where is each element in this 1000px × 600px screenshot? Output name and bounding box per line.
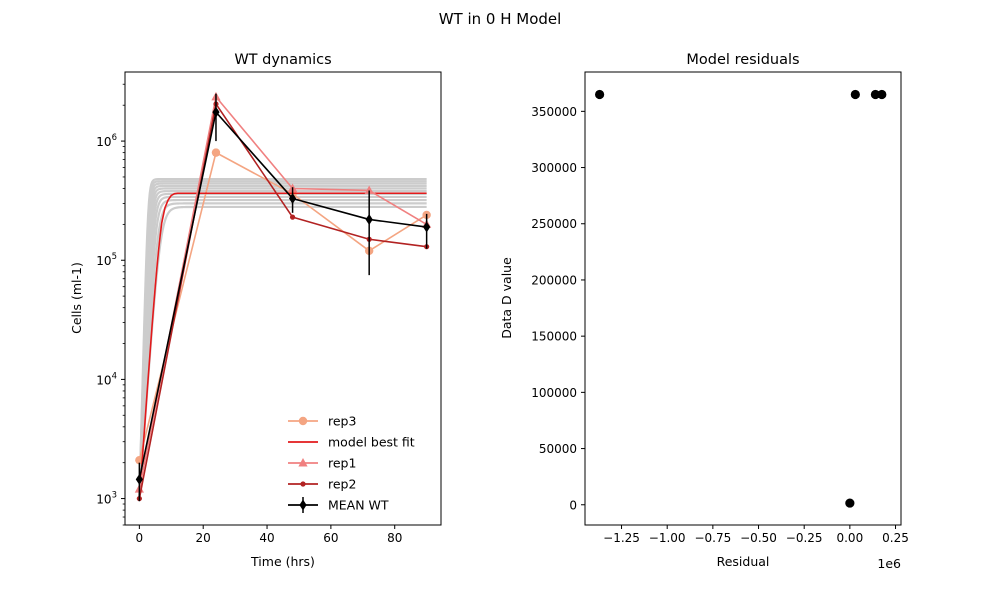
model-ensemble-curve xyxy=(138,202,427,499)
wt-dynamics-title: WT dynamics xyxy=(234,52,331,68)
y-tick-label: 0 xyxy=(569,498,577,512)
model-ensemble-curve xyxy=(138,205,427,499)
model-residuals-ticks: −1.25 −1.00 −0.75 −0.50 −0.25 0.00 0.25 0 50000 1… xyxy=(531,105,909,545)
mean-wt-point xyxy=(423,221,431,233)
model-residuals-title: Model residuals xyxy=(686,52,799,68)
x-tick-label: 60 xyxy=(323,531,338,545)
residual-point xyxy=(877,89,887,100)
rep3-point xyxy=(211,148,221,157)
series-model-best-fit xyxy=(138,192,427,499)
x-tick-label: −0.50 xyxy=(740,531,777,545)
y-tick-label: 100000 xyxy=(531,386,577,400)
x-tick-label: −1.25 xyxy=(603,531,640,545)
y-tick-label: 150000 xyxy=(531,330,577,344)
series-mean-wt xyxy=(135,93,431,502)
x-tick-label: 0 xyxy=(136,531,144,545)
model-ensemble-curve xyxy=(138,184,427,499)
wt-dynamics-ylabel: Cells (ml-1) xyxy=(69,262,84,334)
model-ensemble-curve xyxy=(138,187,427,499)
y-tick-label: 103 xyxy=(96,491,117,507)
wt-dynamics-xlabel: Time (hrs) xyxy=(250,554,315,569)
x-tick-label: −0.75 xyxy=(694,531,731,545)
model-residuals-ylabel: Data D value xyxy=(499,257,514,339)
wt-dynamics-legend: rep3 model best fit rep1 rep2 MEAN WT xyxy=(288,414,415,513)
residual-point xyxy=(595,89,605,100)
rep1-line xyxy=(138,96,428,490)
residual-points-group xyxy=(595,89,887,508)
model-ensemble-curve xyxy=(138,177,427,499)
x-tick-label: 20 xyxy=(196,531,211,545)
x-tick-label: −0.25 xyxy=(786,531,823,545)
x-tick-label: 0.25 xyxy=(882,531,909,545)
wt-series-group xyxy=(134,91,432,502)
legend-label-model-best-fit: model best fit xyxy=(328,435,415,450)
legend-marker-rep3 xyxy=(298,416,308,426)
y-tick-label: 50000 xyxy=(539,442,577,456)
y-tick-label: 350000 xyxy=(531,105,577,119)
wt-dynamics-panel: 0 20 40 60 80 103 104 105 106 WT dynamics Time (… xyxy=(69,52,442,569)
x-tick-label: −1.00 xyxy=(649,531,686,545)
model-residuals-axes-frame xyxy=(584,71,902,526)
model-ensemble-curve xyxy=(138,180,427,499)
figure-title: WT in 0 H Model xyxy=(439,10,562,28)
model-residuals-xlabel: Residual xyxy=(717,554,770,569)
legend-label-rep1: rep1 xyxy=(328,456,356,471)
y-tick-label: 200000 xyxy=(531,273,577,287)
legend-marker-rep1 xyxy=(298,458,308,467)
model-ensemble-curve xyxy=(138,182,427,499)
mean-wt-point xyxy=(365,213,373,225)
residual-point xyxy=(850,89,860,100)
y-tick-label: 106 xyxy=(96,133,117,149)
y-tick-label: 105 xyxy=(96,252,117,268)
residual-point xyxy=(845,498,855,508)
wt-dynamics-axes-frame xyxy=(124,71,442,526)
x-tick-label: 80 xyxy=(387,531,402,545)
x-tick-label: 40 xyxy=(259,531,274,545)
residual-point xyxy=(870,89,881,100)
legend-label-mean-wt: MEAN WT xyxy=(328,498,389,513)
mean-wt-point xyxy=(288,192,297,204)
legend-label-rep2: rep2 xyxy=(328,477,356,492)
rep2-point xyxy=(289,214,296,220)
legend-label-rep3: rep3 xyxy=(328,414,356,429)
legend-marker-mean-wt xyxy=(299,499,307,511)
rep1-point xyxy=(364,185,374,194)
mean-wt-point xyxy=(212,106,220,118)
mean-wt-line xyxy=(138,111,427,480)
y-tick-label: 300000 xyxy=(531,161,577,175)
residual-axis-offset-text: 1e6 xyxy=(877,556,901,571)
model-ensemble-curve xyxy=(138,192,427,499)
model-best-fit-line xyxy=(138,192,427,499)
wt-dynamics-ticks: 0 20 40 60 80 103 104 105 106 xyxy=(96,83,402,545)
model-residuals-panel: −1.25 −1.00 −0.75 −0.50 −0.25 0.00 0.25 0 50000 1… xyxy=(499,52,909,571)
x-tick-label: 0.00 xyxy=(836,531,863,545)
y-tick-label: 104 xyxy=(96,371,117,387)
legend-marker-rep2 xyxy=(300,481,306,487)
y-tick-label: 250000 xyxy=(531,217,577,231)
model-ensemble-curve xyxy=(138,190,427,499)
model-ensemble-group xyxy=(138,177,427,499)
model-ensemble-curve xyxy=(138,198,427,499)
mean-wt-point xyxy=(135,473,143,485)
